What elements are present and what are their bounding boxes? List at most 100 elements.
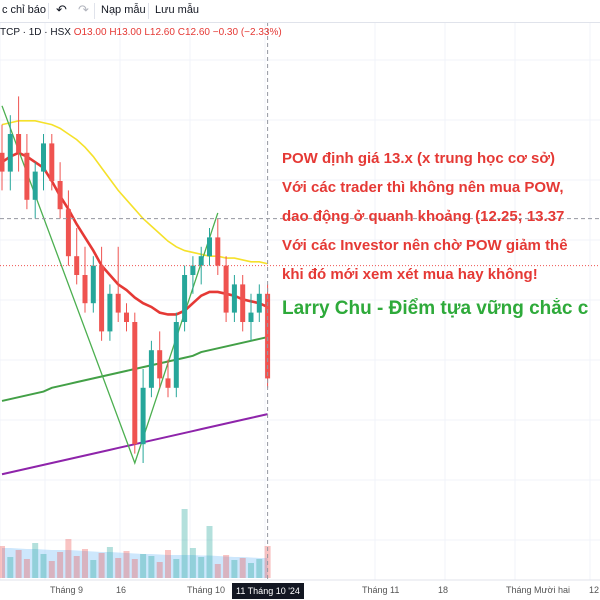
candle-body [90, 265, 96, 304]
ohlc-open: O13.00 [73, 27, 107, 38]
indicators-button[interactable]: c chỉ báo [2, 4, 47, 16]
x-axis-crosshair-label: 11 Tháng 10 '24 [232, 583, 304, 599]
candle-body [148, 350, 154, 388]
candle-body [140, 387, 146, 445]
candle-body [165, 378, 171, 388]
top-toolbar: c chỉ báo ↶ ↷ Nạp mẫu Lưu mẫu [0, 0, 600, 23]
candle-body [16, 134, 22, 153]
volume-bar [140, 554, 147, 578]
x-axis-label: Tháng 10 [187, 585, 226, 595]
annotation-text: POW định giá 13.x (x trung học cơ sở) Vớ… [282, 144, 600, 289]
x-axis-label: Tháng 11 [362, 585, 400, 595]
ohlc-close: C12.60 [177, 27, 210, 38]
annotation-line: Với các trader thì không nên mua POW, [282, 179, 564, 196]
x-axis-label: 12 [589, 585, 600, 595]
volume-bar [165, 550, 171, 578]
annotation-line: Với các Investor nên chờ POW giảm thê [282, 237, 568, 254]
undo-icon[interactable]: ↶ [56, 2, 67, 17]
volume-bar [90, 560, 97, 578]
volume-bar [115, 558, 122, 578]
volume-bar [73, 556, 80, 578]
candle-body [173, 322, 179, 388]
annotation-line: POW định giá 13.x (x trung học cơ sở) [282, 150, 556, 167]
candle-body [99, 265, 105, 332]
ohlc-high: H13.00 [109, 27, 142, 38]
volume-bar [65, 539, 72, 578]
volume-ma-area [2, 548, 268, 578]
candle-body [82, 275, 88, 304]
candle-body [190, 265, 196, 275]
ohlc-low: L12.60 [144, 27, 175, 38]
volume-bar [57, 552, 64, 578]
candle-body [7, 134, 13, 172]
volume-bar [239, 558, 246, 578]
candle-body [157, 350, 163, 379]
moving-average-yellow [1, 120, 268, 265]
candle-body [207, 237, 212, 257]
volume-bar [0, 546, 5, 578]
volume-bar [189, 548, 196, 578]
volume-bar [156, 562, 163, 578]
candle-body [132, 322, 138, 445]
candle-body [74, 256, 80, 275]
ohlc-change: −0.30 (−2.33%) [212, 27, 282, 38]
candle-body [231, 284, 237, 313]
candle-body [182, 275, 188, 322]
candle-body [248, 312, 254, 322]
volume-bar [131, 559, 138, 578]
volume-bar [32, 543, 39, 578]
annotation-line: dao động ở quanh khoảng (12.25; 13.37 [282, 208, 565, 225]
volume-bar [248, 563, 254, 578]
toolbar-divider [94, 3, 95, 19]
volume-bar [15, 550, 22, 578]
zigzag-pattern-line [1, 105, 219, 465]
candle-body [107, 293, 113, 332]
symbol-name[interactable]: TCP · 1D · HSX [0, 27, 71, 38]
volume-bar [198, 557, 205, 578]
candle-body [215, 237, 221, 266]
volume-bar [48, 561, 55, 578]
volume-bar [206, 526, 213, 578]
volume-bar [98, 553, 105, 578]
candle-body [32, 171, 38, 200]
candle-body [256, 293, 262, 313]
save-template-button[interactable]: Lưu mẫu [155, 4, 200, 16]
redo-icon[interactable]: ↷ [78, 2, 89, 17]
volume-bar [223, 555, 230, 578]
x-axis-label: 16 [116, 585, 127, 595]
volume-bar [214, 564, 221, 578]
volume-bar [123, 551, 130, 578]
volume-bar [40, 554, 47, 578]
candle-body [41, 143, 46, 172]
candle-body [265, 293, 271, 379]
candle-body [0, 152, 5, 172]
author-signature: Larry Chu - Điểm tựa vững chắc c [282, 298, 589, 319]
candle-body [124, 312, 129, 322]
candle-body [198, 256, 204, 266]
moving-average-red [1, 151, 269, 316]
volume-bar [7, 557, 14, 578]
candle-body [49, 143, 55, 181]
candle-body [65, 209, 71, 257]
symbol-legend: TCP · 1D · HSX O13.00 H13.00 L12.60 C12.… [0, 27, 282, 38]
annotation-line: khi đó mới xem xét mua hay không! [282, 266, 538, 283]
volume-bar [106, 547, 113, 578]
volume-bar [181, 509, 188, 578]
x-axis-label: Tháng Mười hai [506, 585, 570, 595]
candle-body [115, 293, 121, 313]
candle-body [240, 284, 246, 322]
toolbar-divider [148, 3, 149, 19]
volume-bar [82, 549, 88, 578]
volume-bar [231, 560, 238, 578]
volume-bar [23, 559, 30, 578]
load-template-button[interactable]: Nạp mẫu [101, 4, 146, 16]
toolbar-divider [48, 3, 49, 19]
x-axis-label: Tháng 9 [50, 585, 84, 595]
volume-bar [148, 556, 155, 578]
candle-body [24, 152, 30, 200]
volume-bar [256, 559, 263, 578]
x-axis-label: 18 [438, 585, 449, 595]
candle-body [57, 181, 63, 210]
volume-bar [173, 559, 180, 578]
